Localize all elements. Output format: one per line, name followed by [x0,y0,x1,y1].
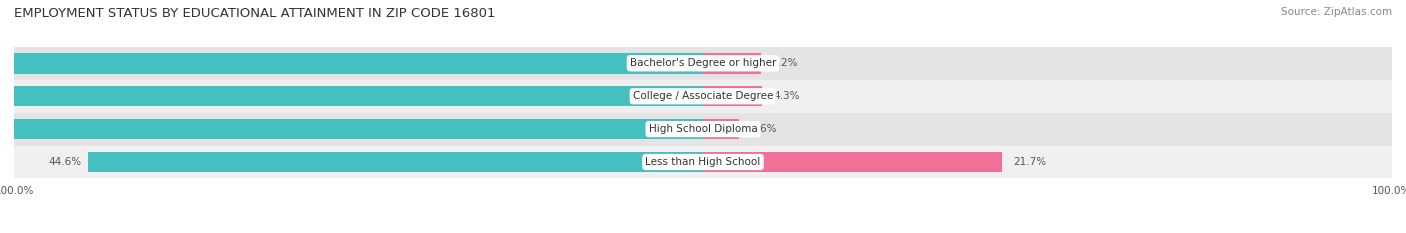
Bar [703,152,1002,172]
Bar [14,113,1392,146]
Bar [0,86,703,106]
Text: 21.7%: 21.7% [1014,157,1046,167]
Bar [703,86,762,106]
Bar [89,152,703,172]
Bar [14,146,1392,178]
Bar [0,53,703,74]
Text: 2.6%: 2.6% [749,124,776,134]
Bar [14,80,1392,113]
Bar [0,119,703,139]
Text: Source: ZipAtlas.com: Source: ZipAtlas.com [1281,7,1392,17]
Text: EMPLOYMENT STATUS BY EDUCATIONAL ATTAINMENT IN ZIP CODE 16801: EMPLOYMENT STATUS BY EDUCATIONAL ATTAINM… [14,7,495,20]
Bar [703,119,738,139]
Text: College / Associate Degree: College / Associate Degree [633,91,773,101]
Bar [14,47,1392,80]
Bar [703,53,761,74]
Text: Bachelor's Degree or higher: Bachelor's Degree or higher [630,58,776,68]
Text: Less than High School: Less than High School [645,157,761,167]
Text: 44.6%: 44.6% [48,157,82,167]
Text: High School Diploma: High School Diploma [648,124,758,134]
Text: 4.3%: 4.3% [773,91,800,101]
Text: 4.2%: 4.2% [772,58,799,68]
